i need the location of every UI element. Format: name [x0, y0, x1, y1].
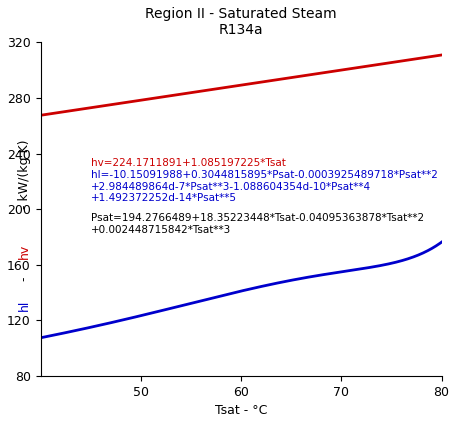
- Text: -: -: [18, 272, 31, 285]
- Text: hl: hl: [18, 300, 31, 311]
- Text: hv: hv: [18, 244, 31, 259]
- Title: Region II - Saturated Steam
R134a: Region II - Saturated Steam R134a: [145, 7, 337, 37]
- Text: hv=224.1711891+1.085197225*Tsat: hv=224.1711891+1.085197225*Tsat: [91, 158, 285, 168]
- X-axis label: Tsat - °C: Tsat - °C: [215, 404, 267, 417]
- Text: - kW/(kg K): - kW/(kg K): [18, 140, 31, 213]
- Text: hl=-10.15091988+0.3044815895*Psat-0.0003925489718*Psat**2
+2.984489864d-7*Psat**: hl=-10.15091988+0.3044815895*Psat-0.0003…: [91, 170, 438, 204]
- Text: Psat=194.2766489+18.35223448*Tsat-0.04095363878*Tsat**2
+0.002448715842*Tsat**3: Psat=194.2766489+18.35223448*Tsat-0.0409…: [91, 213, 424, 235]
